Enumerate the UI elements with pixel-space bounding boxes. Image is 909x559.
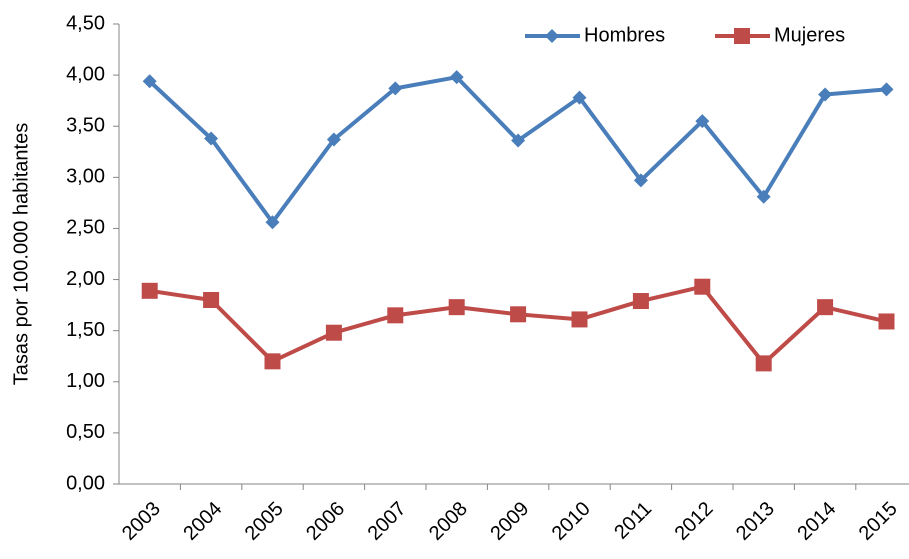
x-tick-label: 2014 — [793, 498, 840, 545]
y-tick-label: 0,00 — [66, 472, 105, 494]
x-tick-label: 2005 — [241, 498, 288, 545]
y-tick-label: 1,50 — [66, 319, 105, 341]
point — [878, 313, 895, 330]
y-tick-label: 0,50 — [66, 421, 105, 443]
point — [203, 292, 220, 308]
point — [694, 278, 711, 295]
point — [387, 307, 404, 324]
point — [325, 324, 342, 341]
legend-label: Hombres — [584, 24, 665, 46]
x-tick-label: 2006 — [302, 498, 349, 545]
x-tick-label: 2012 — [671, 498, 718, 545]
series-line — [148, 75, 887, 225]
point — [818, 87, 833, 102]
point — [755, 355, 772, 372]
point — [449, 70, 464, 85]
x-tick-label: 2008 — [425, 498, 472, 545]
point — [632, 293, 649, 310]
point — [734, 28, 750, 44]
point — [879, 82, 894, 97]
series-line — [149, 284, 887, 366]
legend-label: Mujeres — [774, 24, 845, 46]
point — [510, 306, 527, 323]
x-tick-label: 2015 — [855, 498, 902, 545]
point — [571, 311, 588, 328]
y-tick-label: 4,00 — [66, 63, 105, 85]
point — [756, 189, 771, 204]
point — [572, 90, 587, 105]
x-tick-label: 2013 — [732, 498, 779, 545]
point — [633, 173, 648, 188]
y-tick-label: 2,50 — [66, 217, 105, 239]
y-tick-label: 4,50 — [66, 12, 105, 34]
x-tick-label: 2011 — [610, 498, 656, 544]
point — [142, 74, 157, 89]
x-tick-label: 2009 — [486, 498, 533, 545]
point — [388, 81, 403, 96]
point — [695, 114, 710, 129]
x-tick-label: 2010 — [548, 498, 595, 545]
point — [141, 282, 158, 299]
point — [265, 215, 280, 230]
point — [204, 131, 219, 146]
point — [326, 132, 341, 147]
y-tick-label: 3,50 — [66, 115, 105, 137]
point — [511, 133, 526, 148]
x-tick-label: 2007 — [364, 498, 411, 545]
x-tick-label: 2003 — [118, 498, 165, 545]
y-tick-label: 2,00 — [66, 268, 105, 290]
point — [264, 353, 281, 370]
y-tick-label: 1,00 — [66, 370, 105, 392]
point — [448, 299, 465, 316]
point — [817, 299, 834, 316]
point — [545, 29, 559, 43]
x-tick-label: 2004 — [179, 498, 226, 545]
y-axis-label: Tasas por 100.000 habitantes — [10, 123, 32, 385]
y-tick-label: 3,00 — [66, 166, 105, 188]
